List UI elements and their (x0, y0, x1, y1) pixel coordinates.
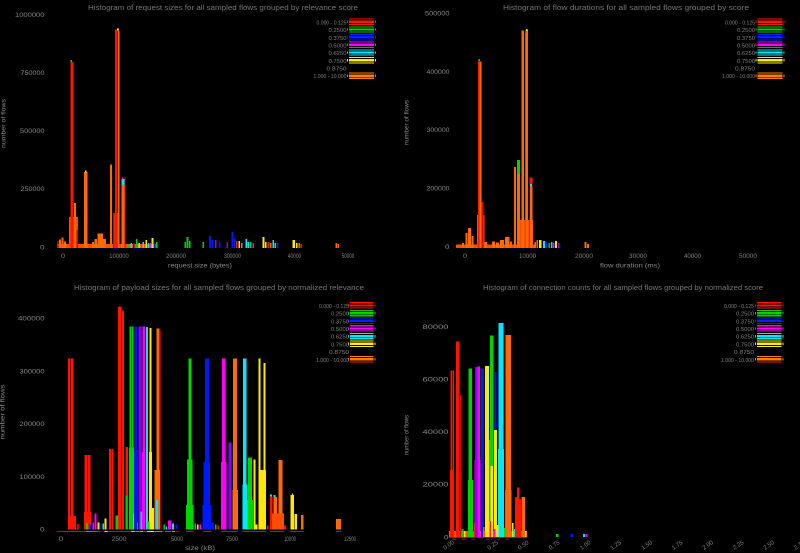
svg-text:250000: 250000 (21, 186, 45, 193)
svg-text:0.000 - 0.125: 0.000 - 0.125 (725, 20, 756, 26)
svg-text:1.75: 1.75 (671, 540, 685, 552)
svg-text:0: 0 (61, 253, 66, 260)
svg-text:0.000 - 0.125: 0.000 - 0.125 (317, 20, 348, 26)
svg-text:0.2500: 0.2500 (329, 28, 348, 34)
svg-text:0.6250: 0.6250 (331, 335, 350, 341)
svg-text:0.75: 0.75 (548, 540, 562, 552)
svg-text:0.5000: 0.5000 (737, 43, 756, 49)
svg-text:1.50: 1.50 (641, 540, 655, 552)
svg-text:size (kB): size (kB) (185, 545, 215, 552)
svg-text:0.6250: 0.6250 (737, 51, 756, 57)
svg-text:2.00: 2.00 (702, 540, 716, 552)
svg-text:100000: 100000 (109, 253, 129, 260)
svg-text:2.75: 2.75 (793, 540, 800, 552)
svg-text:0.3750: 0.3750 (331, 319, 350, 325)
svg-text:0.5000: 0.5000 (331, 327, 350, 333)
svg-text:7500: 7500 (226, 536, 238, 543)
svg-text:number of flows: number of flows (404, 100, 411, 145)
svg-text:0.6250: 0.6250 (329, 51, 348, 57)
svg-text:Histogram of request sizes for: Histogram of request sizes for all sampl… (88, 5, 358, 12)
svg-text:1.000 - 10.000: 1.000 - 10.000 (314, 74, 348, 80)
svg-text:2500: 2500 (112, 536, 128, 543)
svg-text:0.7500: 0.7500 (736, 342, 755, 348)
svg-text:40000: 40000 (288, 253, 302, 260)
svg-text:0.5000: 0.5000 (329, 43, 348, 49)
svg-text:number of flows: number of flows (0, 385, 7, 440)
svg-text:2.25: 2.25 (732, 540, 746, 552)
svg-text:200000: 200000 (427, 186, 450, 193)
svg-text:50000: 50000 (342, 253, 355, 260)
svg-text:1000000: 1000000 (15, 12, 45, 19)
svg-text:0.8750: 0.8750 (734, 350, 755, 356)
svg-text:0.2500: 0.2500 (737, 28, 756, 34)
svg-text:2.50: 2.50 (763, 540, 777, 552)
svg-text:20000: 20000 (423, 482, 450, 489)
svg-text:0.50: 0.50 (517, 540, 531, 552)
svg-text:0: 0 (463, 253, 468, 260)
svg-text:40000: 40000 (423, 429, 450, 436)
svg-text:0.7500: 0.7500 (329, 59, 348, 65)
svg-text:0.000 - 0.125: 0.000 - 0.125 (724, 304, 755, 310)
svg-text:0.00: 0.00 (443, 540, 457, 552)
svg-text:0: 0 (40, 527, 45, 534)
svg-text:200000: 200000 (166, 253, 187, 260)
svg-text:1.25: 1.25 (610, 540, 624, 552)
svg-text:0.7500: 0.7500 (331, 342, 350, 348)
svg-text:12500: 12500 (344, 536, 356, 543)
svg-text:20000: 20000 (575, 253, 594, 260)
svg-text:0.5000: 0.5000 (736, 327, 755, 333)
svg-text:50000: 50000 (739, 253, 758, 260)
svg-text:300000: 300000 (20, 368, 46, 375)
svg-text:200000: 200000 (20, 421, 46, 428)
svg-text:0.000 - 0.125: 0.000 - 0.125 (319, 304, 350, 310)
svg-text:400000: 400000 (427, 69, 450, 76)
svg-text:750000: 750000 (21, 70, 45, 77)
svg-text:request size (bytes): request size (bytes) (168, 263, 232, 270)
svg-text:10000: 10000 (284, 536, 296, 543)
svg-text:Histogram of connection counts: Histogram of connection counts for all s… (483, 285, 763, 292)
svg-text:0.3750: 0.3750 (329, 36, 348, 42)
svg-text:1.000 - 10.000: 1.000 - 10.000 (722, 74, 756, 80)
svg-text:0: 0 (444, 534, 449, 541)
svg-text:0.3750: 0.3750 (736, 319, 755, 325)
svg-text:80000: 80000 (423, 324, 450, 331)
svg-text:Histogram of flow durations fo: Histogram of flow durations for all samp… (503, 5, 749, 12)
svg-text:0: 0 (445, 244, 450, 251)
svg-text:0.3750: 0.3750 (737, 36, 756, 42)
svg-text:60000: 60000 (423, 377, 450, 384)
svg-text:300000: 300000 (427, 127, 450, 134)
svg-text:0.7500: 0.7500 (737, 59, 756, 65)
svg-text:1.000 - 10.000: 1.000 - 10.000 (316, 358, 350, 364)
svg-text:500000: 500000 (425, 10, 450, 17)
svg-text:1.000 - 10.000: 1.000 - 10.000 (721, 358, 755, 364)
svg-text:40000: 40000 (684, 253, 702, 260)
svg-text:0.2500: 0.2500 (736, 312, 755, 318)
svg-text:500000: 500000 (20, 128, 45, 135)
svg-text:10000: 10000 (519, 253, 537, 260)
svg-text:0: 0 (59, 536, 65, 543)
svg-text:flow duration (ms): flow duration (ms) (600, 263, 660, 270)
svg-text:0.8750: 0.8750 (329, 350, 350, 356)
svg-text:0.8750: 0.8750 (735, 66, 756, 72)
svg-text:0.2500: 0.2500 (331, 312, 350, 318)
svg-text:1.00: 1.00 (579, 540, 593, 552)
svg-text:0.25: 0.25 (487, 540, 501, 552)
svg-text:30000: 30000 (629, 253, 648, 260)
svg-text:5000: 5000 (171, 536, 183, 543)
svg-text:300000: 300000 (224, 253, 241, 260)
svg-text:number of flows: number of flows (404, 415, 411, 455)
svg-text:400000: 400000 (18, 316, 45, 323)
svg-text:number of flows: number of flows (1, 99, 8, 148)
svg-text:Histogram of payload sizes for: Histogram of payload sizes for all sampl… (74, 285, 364, 292)
svg-text:0.8750: 0.8750 (327, 66, 348, 72)
svg-text:100000: 100000 (20, 474, 46, 481)
svg-text:0: 0 (40, 244, 45, 251)
svg-text:0.6250: 0.6250 (736, 335, 755, 341)
